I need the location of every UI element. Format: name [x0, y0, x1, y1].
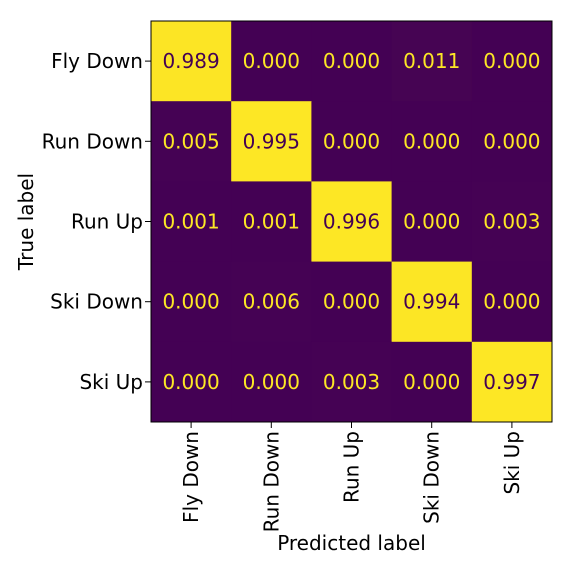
cell-value-label: 0.997: [483, 370, 540, 394]
heatmap-cell: [151, 21, 232, 102]
heatmap-cell: [311, 181, 393, 263]
heatmap-cell: [151, 261, 232, 343]
heatmap-cell: [311, 261, 393, 343]
heatmap-cell: [391, 21, 473, 102]
heatmap-cell: [151, 101, 232, 182]
y-tick-label: Run Up: [71, 210, 143, 234]
cell-value-label: 0.994: [403, 290, 460, 314]
x-tick-label: Fly Down: [179, 431, 203, 523]
cell-value-label: 0.000: [483, 129, 540, 153]
heatmap-cell: [231, 21, 312, 102]
heatmap-cell: [391, 101, 473, 182]
x-tick-label: Ski Up: [500, 431, 524, 495]
heatmap-cell: [391, 181, 473, 263]
heatmap-cell: [231, 261, 312, 343]
cell-value-label: 0.000: [403, 129, 460, 153]
cell-value-label: 0.000: [243, 370, 300, 394]
cell-value-label: 0.000: [403, 370, 460, 394]
cell-value-label: 0.000: [483, 49, 540, 73]
heatmap-cell: [151, 181, 232, 263]
cell-value-label: 0.000: [403, 210, 460, 234]
heatmap-cells: [151, 21, 553, 423]
heatmap-cell: [231, 181, 312, 263]
cell-value-label: 0.011: [403, 49, 460, 73]
cell-value-label: 0.000: [323, 129, 380, 153]
cell-value-label: 0.000: [162, 290, 219, 314]
cell-value-label: 0.000: [323, 290, 380, 314]
heatmap-cell: [151, 341, 232, 423]
cell-value-label: 0.000: [162, 370, 219, 394]
heatmap-cell: [471, 21, 553, 102]
y-tick-label: Run Down: [42, 129, 143, 153]
heatmap-cell: [311, 21, 393, 102]
cell-value-label: 0.005: [162, 129, 219, 153]
heatmap-cell: [471, 341, 553, 423]
cell-value-label: 0.989: [162, 49, 219, 73]
cell-value-label: 0.003: [323, 370, 380, 394]
heatmap-cell: [471, 261, 553, 343]
cell-value-label: 0.001: [243, 210, 300, 234]
heatmap-cell-values: 0.989 0.000 0.000 0.011 0.000 0.005 0.995 0.000…: [162, 49, 540, 394]
heatmap-cell: [311, 101, 393, 182]
x-axis-ticks: Fly Down Run Down Run Up Ski Down Ski Up: [179, 422, 524, 532]
heatmap-cell: [231, 101, 312, 182]
cell-value-label: 0.006: [243, 290, 300, 314]
heatmap-cell: [471, 181, 553, 263]
cell-value-label: 0.001: [162, 210, 219, 234]
x-tick-label: Run Down: [259, 431, 283, 532]
cell-value-label: 0.000: [323, 49, 380, 73]
heatmap-cell: [391, 261, 473, 343]
heatmap-cell: [471, 101, 553, 182]
cell-value-label: 0.995: [243, 129, 300, 153]
x-tick-label: Run Up: [340, 431, 364, 503]
y-axis-label: True label: [14, 173, 38, 271]
y-tick-label: Ski Up: [79, 370, 143, 394]
heatmap-cell: [311, 341, 393, 423]
cell-value-label: 0.996: [323, 210, 380, 234]
cell-value-label: 0.000: [483, 290, 540, 314]
heatmap-cell: [231, 341, 312, 423]
x-axis-label: Predicted label: [277, 531, 426, 555]
y-tick-label: Ski Down: [50, 290, 143, 314]
y-axis-ticks: Fly Down Run Down Run Up Ski Down Ski Up: [42, 49, 151, 394]
y-tick-label: Fly Down: [51, 49, 143, 73]
x-tick-label: Ski Down: [420, 431, 444, 524]
cell-value-label: 0.003: [483, 210, 540, 234]
cell-value-label: 0.000: [243, 49, 300, 73]
heatmap-cell: [391, 341, 473, 423]
